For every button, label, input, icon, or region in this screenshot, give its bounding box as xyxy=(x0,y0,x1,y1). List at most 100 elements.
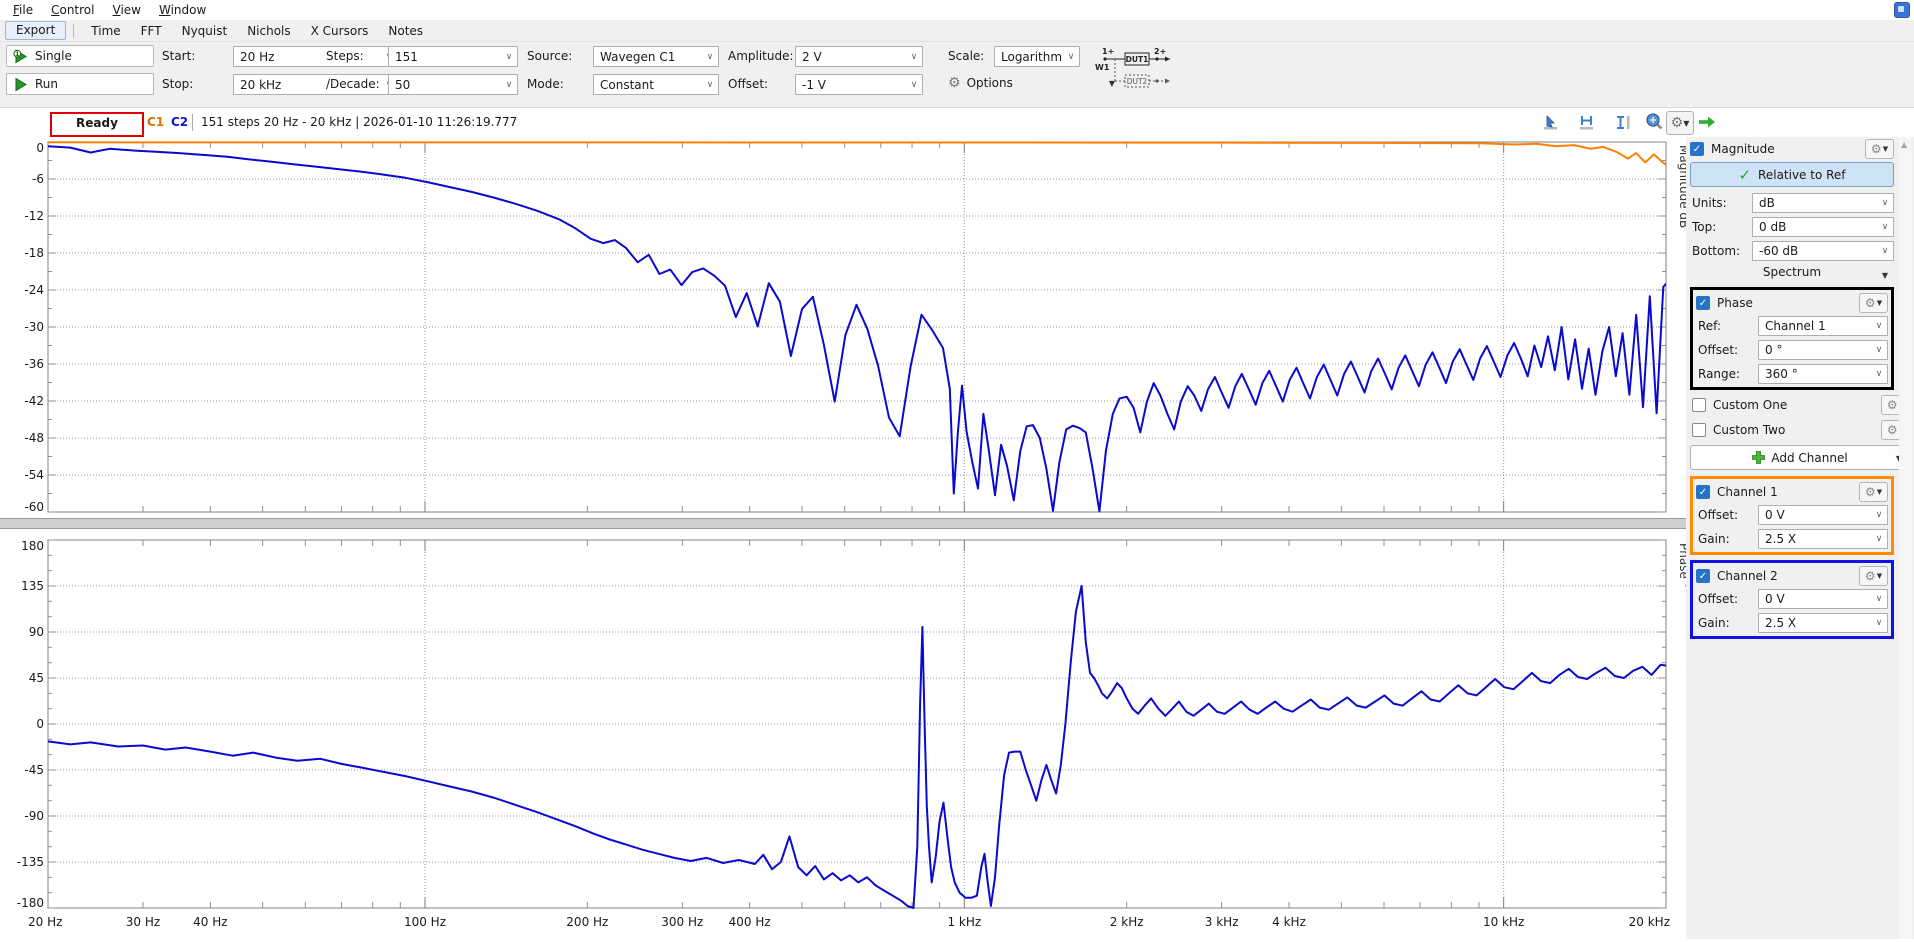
phase-range-select[interactable]: 360 ° ∨ xyxy=(1758,364,1888,384)
channel1-section: ✓ Channel 1 ⚙ ▼ Offset: 0 V ∨ Gain: 2.5 X ∨ xyxy=(1690,476,1894,555)
spectrum-dropdown[interactable]: Spectrum ▼ xyxy=(1762,265,1888,280)
svg-text:300 Hz: 300 Hz xyxy=(661,915,703,929)
gear-icon: ⚙ xyxy=(1864,296,1876,310)
wavegen-offset-select[interactable]: -1 V ∨ xyxy=(795,74,923,95)
amplitude-select[interactable]: 2 V ∨ xyxy=(795,46,923,67)
menu-control[interactable]: Control xyxy=(51,3,95,17)
bode-plot-svg[interactable]: 0 -6 -12 -18 -24 -30 -36 -42 -48 -54 -60 Magnitude … xyxy=(0,137,1691,939)
options-label: Options xyxy=(966,76,1013,90)
gear-icon: ⚙ xyxy=(948,75,961,91)
svg-text:180: 180 xyxy=(21,539,44,553)
run-button[interactable]: Run xyxy=(6,73,154,95)
svg-text:45: 45 xyxy=(29,671,44,685)
source-select[interactable]: Wavegen C1 ∨ xyxy=(593,46,719,67)
sweep-info-text: 151 steps 20 Hz - 20 kHz | 2026-01-10 11… xyxy=(201,115,518,129)
svg-text:-42: -42 xyxy=(24,394,44,408)
top-select[interactable]: 0 dB ∨ xyxy=(1752,217,1894,237)
channel2-title: Channel 2 xyxy=(1717,569,1778,583)
start-frequency-select[interactable]: 20 Hz∨ xyxy=(233,46,398,67)
svg-text:4 kHz: 4 kHz xyxy=(1272,915,1306,929)
units-select[interactable]: dB ∨ xyxy=(1752,193,1894,213)
tab-time[interactable]: Time xyxy=(91,23,121,38)
options-dropdown[interactable]: ⚙ Options ▼ xyxy=(948,75,1115,91)
tab-notes[interactable]: Notes xyxy=(388,23,424,38)
phase-offset-select[interactable]: 0 ° ∨ xyxy=(1758,340,1888,360)
svg-text:-180: -180 xyxy=(17,896,44,910)
menu-view[interactable]: View xyxy=(112,3,141,17)
channel1-checkbox[interactable]: ✓ xyxy=(1696,485,1710,499)
chevron-down-icon: ∨ xyxy=(1881,198,1889,208)
channel1-indicator[interactable]: C1 xyxy=(147,115,165,129)
chevron-down-icon: ▼ xyxy=(1108,78,1116,88)
stop-frequency-select[interactable]: 20 kHz∨ xyxy=(233,74,398,95)
channel2-indicator[interactable]: C2 xyxy=(171,115,189,129)
units-label: Units: xyxy=(1692,196,1727,210)
magnitude-checkbox[interactable]: ✓ xyxy=(1690,142,1704,156)
svg-text:0: 0 xyxy=(36,717,44,731)
channel2-offset-select[interactable]: 0 V ∨ xyxy=(1758,589,1888,609)
zoom-icon[interactable] xyxy=(1641,111,1667,133)
scale-select[interactable]: Logarithmic∨ xyxy=(994,46,1080,67)
app-window-icon[interactable] xyxy=(1894,2,1910,18)
channel1-gain-select[interactable]: 2.5 X ∨ xyxy=(1758,529,1888,549)
menu-file[interactable]: File xyxy=(13,3,34,17)
phase-ref-label: Ref: xyxy=(1698,319,1722,333)
custom-two-checkbox[interactable] xyxy=(1692,423,1706,437)
channel2-section: ✓ Channel 2 ⚙ ▼ Offset: 0 V ∨ Gain: 2.5 X ∨ xyxy=(1690,560,1894,639)
menu-window[interactable]: Window xyxy=(158,3,207,17)
mode-select[interactable]: Constant ∨ xyxy=(593,74,719,95)
source-label: Source: xyxy=(527,49,573,63)
svg-text:-135: -135 xyxy=(17,855,44,869)
magnitude-gear-button[interactable]: ⚙ ▼ xyxy=(1865,139,1894,159)
plus-icon xyxy=(1752,451,1766,464)
svg-text:-36: -36 xyxy=(24,357,44,371)
gear-icon: ⚙ xyxy=(1864,485,1876,499)
chevron-down-icon: ∨ xyxy=(505,51,513,62)
tab-nichols[interactable]: Nichols xyxy=(247,23,291,38)
steps-select[interactable]: 151 ∨ xyxy=(388,46,518,67)
view-tab-bar: Export Time FFT Nyquist Nichols X Cursor… xyxy=(0,20,1914,42)
cursor-marker-icon[interactable] xyxy=(1538,111,1564,133)
channel2-gain-select[interactable]: 2.5 X ∨ xyxy=(1758,613,1888,633)
start-label: Start: xyxy=(162,49,196,63)
svg-text:135: 135 xyxy=(21,579,44,593)
phase-checkbox[interactable]: ✓ xyxy=(1696,296,1710,310)
single-button[interactable]: 1 Single xyxy=(6,45,154,67)
scroll-up-icon: ▲ xyxy=(1901,140,1908,149)
channel-settings-panel: ✓ Magnitude ⚙ ▼ ✓ Relative to Ref Units: … xyxy=(1686,137,1914,939)
phase-offset-label: Offset: xyxy=(1698,343,1739,357)
relative-to-ref-button[interactable]: ✓ Relative to Ref xyxy=(1690,162,1894,187)
custom-two-label: Custom Two xyxy=(1713,423,1786,437)
add-channel-button[interactable]: Add Channel ▼ xyxy=(1690,445,1910,470)
top-label: Top: xyxy=(1692,220,1717,234)
chevron-down-icon: ∨ xyxy=(1875,534,1883,544)
bode-plot-area[interactable]: 0 -6 -12 -18 -24 -30 -36 -42 -48 -54 -60 Magnitude … xyxy=(0,137,1691,939)
vertical-cursor-icon[interactable] xyxy=(1610,111,1636,133)
channel2-checkbox[interactable]: ✓ xyxy=(1696,569,1710,583)
svg-text:40 Hz: 40 Hz xyxy=(193,915,227,929)
phase-ref-select[interactable]: Channel 1 ∨ xyxy=(1758,316,1888,336)
custom-one-checkbox[interactable] xyxy=(1692,398,1706,412)
bottom-select[interactable]: -60 dB ∨ xyxy=(1752,241,1894,261)
scale-label: Scale: xyxy=(948,49,985,63)
chevron-down-icon: ∨ xyxy=(706,79,714,90)
detach-arrow-icon[interactable] xyxy=(1694,111,1720,133)
channel1-offset-select[interactable]: 0 V ∨ xyxy=(1758,505,1888,525)
channel2-gain-label: Gain: xyxy=(1698,616,1730,630)
export-button[interactable]: Export xyxy=(5,21,67,40)
magnitude-title: Magnitude xyxy=(1711,142,1775,156)
horizontal-cursor-icon[interactable] xyxy=(1574,111,1600,133)
svg-text:2 kHz: 2 kHz xyxy=(1110,915,1144,929)
channel1-gear-button[interactable]: ⚙ ▼ xyxy=(1859,482,1888,502)
status-separator xyxy=(192,114,193,131)
tab-x-cursors[interactable]: X Cursors xyxy=(310,23,369,38)
panel-scrollbar[interactable]: ▲ xyxy=(1899,137,1912,939)
tab-fft[interactable]: FFT xyxy=(140,23,162,38)
magnitude-section: ✓ Magnitude ⚙ ▼ ✓ Relative to Ref Units: … xyxy=(1690,139,1894,283)
chevron-down-icon: ∨ xyxy=(910,79,918,90)
per-decade-select[interactable]: 50 ∨ xyxy=(388,74,518,95)
plot-settings-gear-button[interactable]: ⚙ ▼ xyxy=(1666,111,1694,135)
tab-nyquist[interactable]: Nyquist xyxy=(181,23,228,38)
phase-gear-button[interactable]: ⚙ ▼ xyxy=(1859,293,1888,313)
channel2-gear-button[interactable]: ⚙ ▼ xyxy=(1859,566,1888,586)
